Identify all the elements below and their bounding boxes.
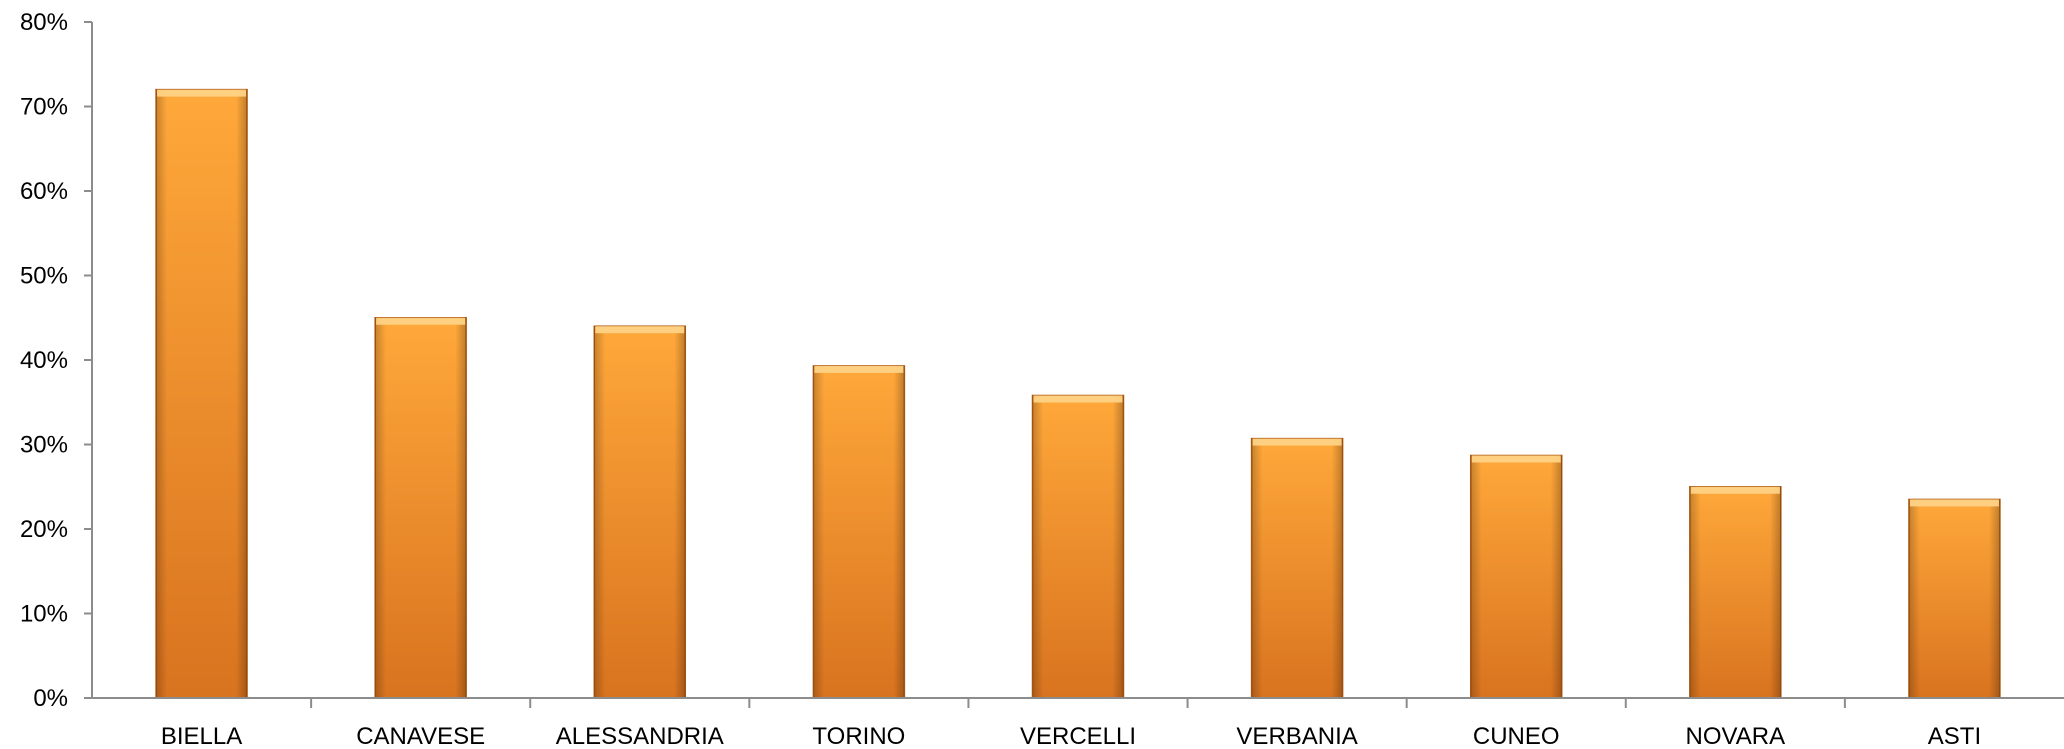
x-tick-label: VERCELLI xyxy=(1020,723,1136,749)
x-tick-label: VERBANIA xyxy=(1236,723,1357,749)
bar xyxy=(593,325,687,699)
bar-cap xyxy=(376,317,466,325)
bar-shading xyxy=(813,365,905,698)
bar xyxy=(1689,486,1782,699)
bar-shading xyxy=(1689,486,1781,698)
x-tick-label: NOVARA xyxy=(1686,723,1786,749)
bar-shading xyxy=(1908,499,2000,698)
bar xyxy=(1908,498,2001,699)
bar-cap xyxy=(1252,438,1342,446)
bar xyxy=(374,317,467,699)
y-tick-label: 50% xyxy=(20,263,68,290)
x-tick-label: BIELLA xyxy=(161,723,242,749)
bar xyxy=(1031,394,1125,699)
y-axis-labels: 0% 10% 20% 30% 40% 50% 60% 70% 80% xyxy=(20,9,68,712)
bar-cap xyxy=(1690,486,1780,494)
x-tick-label: ALESSANDRIA xyxy=(556,723,724,749)
bar-shading xyxy=(594,326,686,698)
bar-cap xyxy=(595,326,685,334)
y-axis-ticks xyxy=(84,21,92,699)
y-tick-label: 70% xyxy=(20,94,68,121)
x-tick-label: TORINO xyxy=(812,723,905,749)
x-tick-label: ASTI xyxy=(1928,723,1981,749)
bar-shading xyxy=(1032,395,1124,698)
x-axis-labels: BIELLA CANAVESE ALESSANDRIA TORINO VERCELLI V… xyxy=(161,723,1981,749)
bar-cap xyxy=(1033,395,1123,403)
y-tick-label: 20% xyxy=(20,516,68,543)
bar-shading xyxy=(1251,438,1343,698)
y-tick-label: 0% xyxy=(33,685,68,712)
x-tick-label: CUNEO xyxy=(1473,723,1560,749)
bar-shading xyxy=(375,317,467,698)
y-tick-label: 10% xyxy=(20,601,68,628)
y-tick-label: 30% xyxy=(20,432,68,459)
bar-cap xyxy=(814,365,904,373)
bar xyxy=(1250,437,1344,699)
bars xyxy=(155,88,2001,699)
bar-cap xyxy=(1909,499,1999,507)
x-tick-label: CANAVESE xyxy=(356,723,485,749)
bar-cap xyxy=(157,89,247,97)
y-tick-label: 60% xyxy=(20,178,68,205)
y-tick-label: 80% xyxy=(20,9,68,36)
bar xyxy=(812,365,906,699)
x-axis-ticks xyxy=(310,698,1846,708)
bar-shading xyxy=(1470,455,1562,698)
bar xyxy=(1469,454,1563,699)
bar xyxy=(155,88,248,699)
y-tick-label: 40% xyxy=(20,347,68,374)
bar-cap xyxy=(1471,455,1561,463)
bar-shading xyxy=(156,89,248,699)
